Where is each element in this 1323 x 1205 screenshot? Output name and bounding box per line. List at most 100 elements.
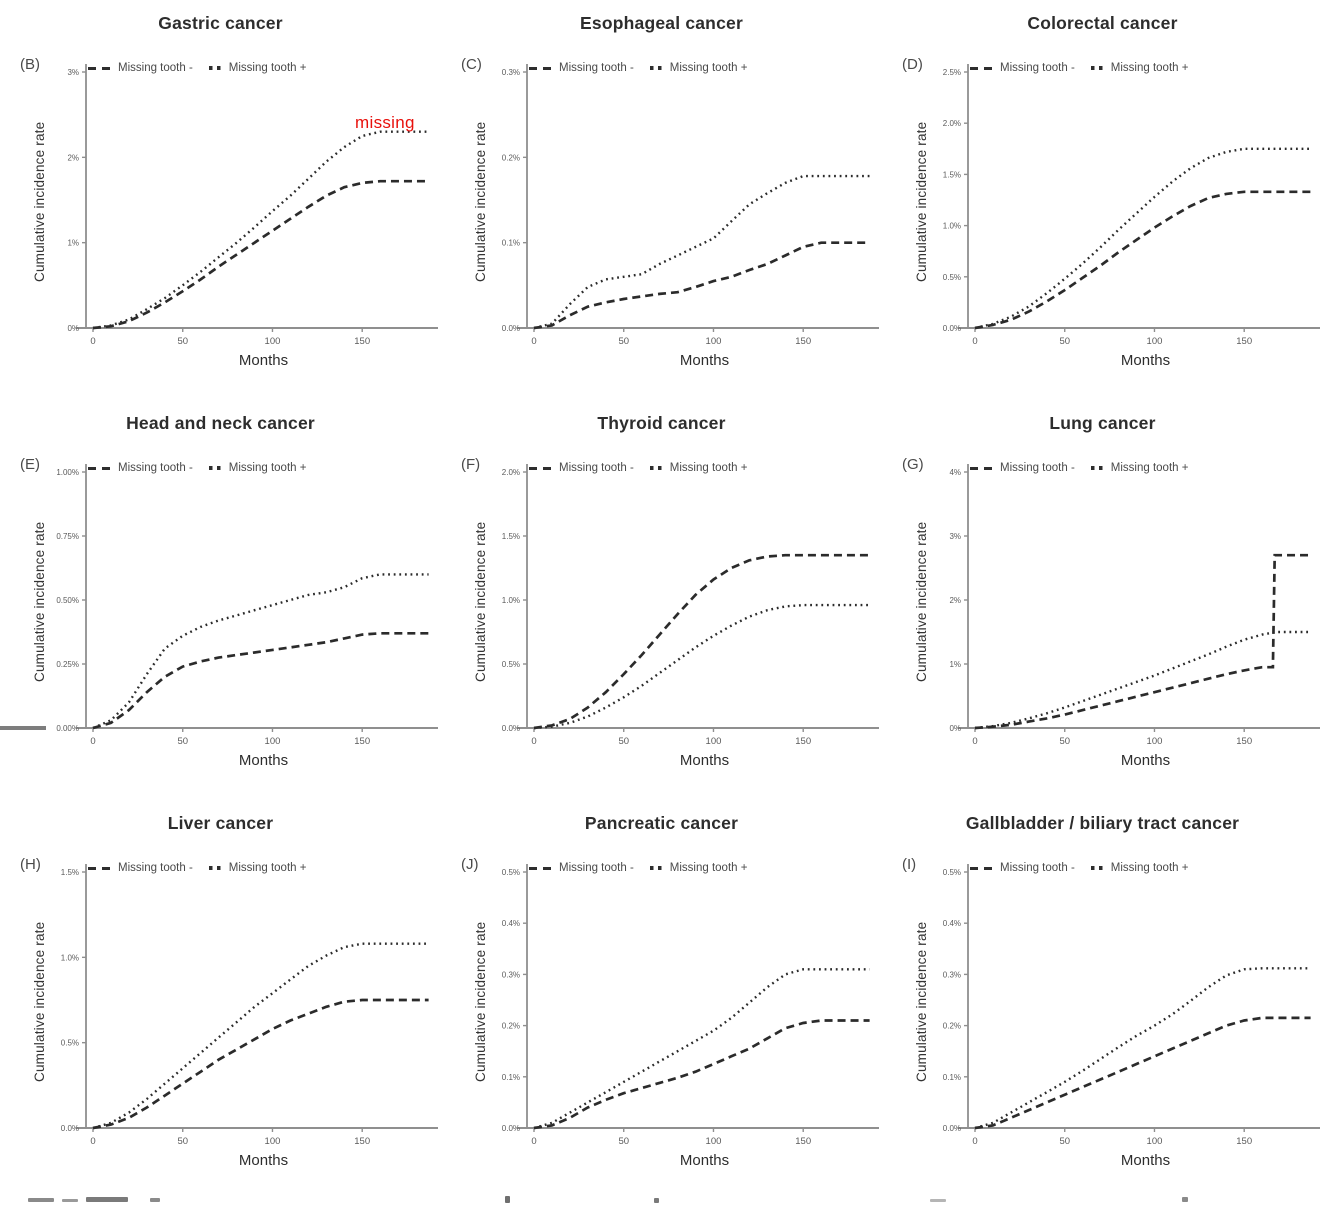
panel-title: Head and neck cancer — [126, 413, 315, 433]
panel-title: Esophageal cancer — [580, 13, 743, 33]
curve-missing-tooth-minus — [533, 241, 870, 330]
y-tick-label: 0.3% — [502, 970, 520, 979]
legend-label-minus: Missing tooth - — [1000, 462, 1075, 474]
legend-dotted-line-icon — [1090, 866, 1103, 870]
legend-label-plus: Missing tooth + — [1110, 462, 1189, 474]
y-axis-title: Cumulative incidence rate — [473, 921, 488, 1083]
legend-label-minus: Missing tooth - — [1000, 862, 1075, 874]
caption-fragment — [1182, 1197, 1188, 1202]
legend-label-plus: Missing tooth + — [669, 862, 748, 874]
x-tick-label: 0 — [972, 736, 977, 747]
panel-letter: (J) — [461, 856, 479, 873]
x-tick-label: 150 — [795, 736, 811, 747]
y-axis-title: Cumulative incidence rate — [32, 921, 47, 1083]
y-tick-label: 0.0% — [502, 324, 520, 333]
panel-title: Thyroid cancer — [597, 413, 726, 433]
legend: Missing tooth - Missing tooth + — [970, 62, 1188, 74]
cancer-panel: Lung cancer (G) Cumulative incidence rat… — [882, 400, 1323, 800]
x-tick-label: 100 — [1147, 736, 1163, 747]
legend: Missing tooth - Missing tooth + — [88, 462, 306, 474]
legend-dashed-line-icon — [529, 866, 551, 870]
curve-missing-tooth-plus — [92, 942, 429, 1130]
legend-label-plus: Missing tooth + — [228, 62, 307, 74]
legend-label-plus: Missing tooth + — [228, 462, 307, 474]
legend: Missing tooth - Missing tooth + — [529, 62, 747, 74]
caption-fragment — [86, 1197, 128, 1202]
curve-missing-tooth-minus — [92, 631, 429, 730]
panel-body: (I) Cumulative incidence rate 0.0% 0.1% 0.… — [882, 834, 1323, 1203]
cancer-panel: Liver cancer (H) Cumulative incidence ra… — [0, 800, 441, 1205]
x-axis-title: Months — [1121, 752, 1170, 769]
x-tick-label: 0 — [531, 336, 536, 347]
cropped-caption-remnant — [0, 1196, 1323, 1205]
legend-label-plus: Missing tooth + — [1110, 62, 1189, 74]
y-tick-label: 2.5% — [943, 68, 961, 77]
y-tick-label: 0.3% — [943, 970, 961, 979]
y-tick-label: 1.0% — [943, 222, 961, 231]
curve-missing-tooth-plus — [533, 968, 870, 1130]
y-tick-label: 1.0% — [61, 953, 79, 962]
legend-dotted-line-icon — [208, 466, 221, 470]
curve-missing-tooth-minus — [92, 998, 429, 1130]
y-tick-label: 2.0% — [502, 468, 520, 477]
y-axis-title: Cumulative incidence rate — [914, 921, 929, 1083]
caption-fragment — [930, 1199, 946, 1202]
x-axis-title: Months — [239, 352, 288, 369]
y-axis-title: Cumulative incidence rate — [32, 521, 47, 683]
x-tick-label: 50 — [618, 1136, 629, 1147]
y-tick-label: 0.0% — [943, 324, 961, 333]
annotation-missing: missing — [355, 113, 415, 133]
stray-edge-mark — [0, 726, 46, 730]
x-tick-label: 150 — [354, 336, 370, 347]
cancer-panel: Gallbladder / biliary tract cancer (I) C… — [882, 800, 1323, 1205]
y-tick-label: 0.00% — [56, 724, 79, 733]
panel-title: Liver cancer — [167, 813, 274, 833]
panel-letter: (D) — [902, 56, 923, 73]
cancer-panel: Esophageal cancer (C) Cumulative inciden… — [441, 0, 882, 400]
legend-dotted-line-icon — [649, 66, 662, 70]
legend-label-minus: Missing tooth - — [559, 462, 634, 474]
legend-dashed-line-icon — [88, 466, 110, 470]
legend-label-minus: Missing tooth - — [1000, 62, 1075, 74]
plot-area: 0.0% 0.5% 1.0% 1.5% 2.0% 2.5% 0 50 100 150 Months — [943, 64, 1320, 369]
y-axis-title: Cumulative incidence rate — [473, 521, 488, 683]
plot-area: 0.0% 0.5% 1.0% 1.5% 2.0% 0 50 100 150 Months — [502, 464, 879, 769]
x-tick-label: 0 — [531, 736, 536, 747]
y-tick-label: 3% — [949, 532, 961, 541]
legend: Missing tooth - Missing tooth + — [970, 862, 1188, 874]
curve-missing-tooth-plus — [974, 147, 1311, 330]
y-tick-label: 0.5% — [943, 273, 961, 282]
legend-dashed-line-icon — [970, 866, 992, 870]
y-tick-label: 0.0% — [943, 1124, 961, 1133]
panel-title: Pancreatic cancer — [584, 813, 739, 833]
x-tick-label: 50 — [1059, 736, 1070, 747]
cancer-panel: Head and neck cancer (E) Cumulative inci… — [0, 400, 441, 800]
y-tick-label: 1.5% — [943, 170, 961, 179]
y-tick-label: 0.3% — [502, 68, 520, 77]
y-tick-label: 0.0% — [502, 724, 520, 733]
panel-body: (D) Cumulative incidence rate 0.0% 0.5% 1.… — [882, 34, 1323, 398]
legend-dotted-line-icon — [208, 866, 221, 870]
x-axis-title: Months — [680, 752, 729, 769]
y-tick-label: 2% — [949, 596, 961, 605]
caption-fragment — [505, 1196, 510, 1203]
legend-label-minus: Missing tooth - — [559, 62, 634, 74]
x-tick-label: 150 — [354, 1136, 370, 1147]
legend-label-plus: Missing tooth + — [669, 462, 748, 474]
plot-area: 0.0% 0.5% 1.0% 1.5% 0 50 100 150 Months — [61, 864, 438, 1169]
panel-letter: (H) — [20, 856, 41, 873]
y-tick-label: 0.5% — [502, 868, 520, 877]
cancer-panel: Thyroid cancer (F) Cumulative incidence … — [441, 400, 882, 800]
y-tick-label: 3% — [67, 68, 79, 77]
x-axis-title: Months — [680, 352, 729, 369]
x-tick-label: 150 — [1236, 1136, 1252, 1147]
x-tick-label: 50 — [1059, 336, 1070, 347]
x-tick-label: 150 — [795, 1136, 811, 1147]
panel-title: Gallbladder / biliary tract cancer — [965, 813, 1240, 833]
panel-body: (H) Cumulative incidence rate 0.0% 0.5% 1.… — [0, 834, 441, 1203]
legend-label-minus: Missing tooth - — [118, 462, 193, 474]
legend-label-minus: Missing tooth - — [559, 862, 634, 874]
legend-label-plus: Missing tooth + — [1110, 862, 1189, 874]
